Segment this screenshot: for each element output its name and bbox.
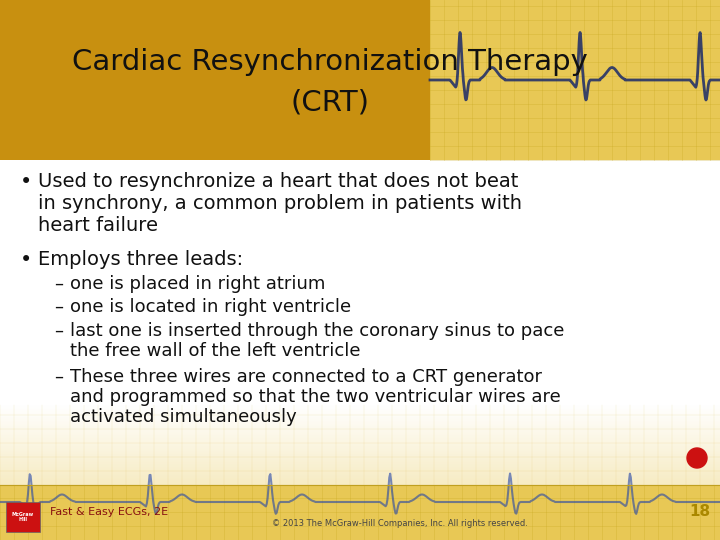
FancyBboxPatch shape: [0, 450, 720, 451]
FancyBboxPatch shape: [0, 448, 720, 449]
FancyBboxPatch shape: [0, 462, 720, 463]
FancyBboxPatch shape: [427, 0, 428, 160]
FancyBboxPatch shape: [0, 476, 720, 477]
FancyBboxPatch shape: [0, 481, 720, 482]
FancyBboxPatch shape: [0, 470, 720, 471]
FancyBboxPatch shape: [0, 480, 720, 481]
FancyBboxPatch shape: [0, 453, 720, 454]
FancyBboxPatch shape: [423, 0, 425, 160]
FancyBboxPatch shape: [415, 0, 416, 160]
FancyBboxPatch shape: [0, 446, 720, 447]
FancyBboxPatch shape: [0, 444, 720, 445]
FancyBboxPatch shape: [0, 426, 720, 427]
FancyBboxPatch shape: [400, 0, 402, 160]
FancyBboxPatch shape: [0, 433, 720, 434]
FancyBboxPatch shape: [0, 468, 720, 469]
FancyBboxPatch shape: [422, 0, 423, 160]
FancyBboxPatch shape: [0, 428, 720, 429]
FancyBboxPatch shape: [420, 0, 421, 160]
FancyBboxPatch shape: [0, 436, 720, 437]
FancyBboxPatch shape: [411, 0, 412, 160]
FancyBboxPatch shape: [0, 438, 720, 439]
FancyBboxPatch shape: [420, 0, 421, 160]
FancyBboxPatch shape: [0, 484, 720, 485]
Text: These three wires are connected to a CRT generator: These three wires are connected to a CRT…: [70, 368, 542, 386]
FancyBboxPatch shape: [410, 0, 412, 160]
FancyBboxPatch shape: [418, 0, 419, 160]
FancyBboxPatch shape: [0, 449, 720, 450]
Text: •: •: [20, 172, 32, 192]
FancyBboxPatch shape: [400, 0, 401, 160]
FancyBboxPatch shape: [0, 463, 720, 464]
FancyBboxPatch shape: [401, 0, 402, 160]
FancyBboxPatch shape: [0, 451, 720, 452]
FancyBboxPatch shape: [416, 0, 418, 160]
Text: © 2013 The McGraw-Hill Companies, Inc. All rights reserved.: © 2013 The McGraw-Hill Companies, Inc. A…: [272, 519, 528, 529]
Text: heart failure: heart failure: [38, 216, 158, 235]
FancyBboxPatch shape: [0, 443, 720, 444]
FancyBboxPatch shape: [0, 464, 720, 465]
Text: Fast & Easy ECGs, 2E: Fast & Easy ECGs, 2E: [50, 507, 168, 517]
FancyBboxPatch shape: [0, 445, 720, 446]
Text: in synchrony, a common problem in patients with: in synchrony, a common problem in patien…: [38, 194, 522, 213]
FancyBboxPatch shape: [0, 441, 720, 442]
FancyBboxPatch shape: [415, 0, 416, 160]
FancyBboxPatch shape: [0, 473, 720, 474]
FancyBboxPatch shape: [0, 442, 720, 443]
Text: 18: 18: [690, 504, 711, 519]
FancyBboxPatch shape: [0, 424, 720, 425]
Circle shape: [687, 448, 707, 468]
Text: Used to resynchronize a heart that does not beat: Used to resynchronize a heart that does …: [38, 172, 518, 191]
FancyBboxPatch shape: [0, 439, 720, 440]
FancyBboxPatch shape: [426, 0, 427, 160]
FancyBboxPatch shape: [0, 485, 720, 540]
Text: (CRT): (CRT): [290, 88, 369, 116]
Text: Employs three leads:: Employs three leads:: [38, 250, 243, 269]
FancyBboxPatch shape: [0, 466, 720, 467]
FancyBboxPatch shape: [407, 0, 408, 160]
FancyBboxPatch shape: [413, 0, 414, 160]
FancyBboxPatch shape: [409, 0, 410, 160]
FancyBboxPatch shape: [408, 0, 409, 160]
FancyBboxPatch shape: [424, 0, 425, 160]
FancyBboxPatch shape: [0, 455, 720, 456]
FancyBboxPatch shape: [6, 502, 40, 532]
Text: –: –: [54, 368, 63, 386]
FancyBboxPatch shape: [0, 447, 720, 448]
FancyBboxPatch shape: [0, 469, 720, 470]
Text: activated simultaneously: activated simultaneously: [70, 408, 297, 426]
FancyBboxPatch shape: [404, 0, 405, 160]
Text: the free wall of the left ventricle: the free wall of the left ventricle: [70, 342, 361, 360]
FancyBboxPatch shape: [0, 437, 720, 438]
FancyBboxPatch shape: [412, 0, 413, 160]
FancyBboxPatch shape: [421, 0, 423, 160]
FancyBboxPatch shape: [0, 458, 720, 459]
FancyBboxPatch shape: [0, 422, 720, 423]
FancyBboxPatch shape: [0, 429, 720, 430]
FancyBboxPatch shape: [428, 0, 429, 160]
FancyBboxPatch shape: [405, 0, 407, 160]
FancyBboxPatch shape: [421, 0, 422, 160]
FancyBboxPatch shape: [0, 475, 720, 476]
FancyBboxPatch shape: [0, 456, 720, 457]
FancyBboxPatch shape: [0, 479, 720, 480]
Text: one is placed in right atrium: one is placed in right atrium: [70, 275, 325, 293]
FancyBboxPatch shape: [0, 467, 720, 468]
FancyBboxPatch shape: [0, 432, 720, 433]
FancyBboxPatch shape: [0, 482, 720, 483]
FancyBboxPatch shape: [430, 0, 720, 160]
FancyBboxPatch shape: [423, 0, 424, 160]
FancyBboxPatch shape: [425, 0, 426, 160]
FancyBboxPatch shape: [414, 0, 415, 160]
FancyBboxPatch shape: [0, 440, 720, 441]
FancyBboxPatch shape: [402, 0, 403, 160]
FancyBboxPatch shape: [405, 0, 406, 160]
FancyBboxPatch shape: [0, 452, 720, 453]
FancyBboxPatch shape: [0, 0, 430, 160]
FancyBboxPatch shape: [0, 477, 720, 478]
FancyBboxPatch shape: [0, 416, 720, 417]
FancyBboxPatch shape: [0, 435, 720, 436]
FancyBboxPatch shape: [0, 418, 720, 419]
Text: –: –: [54, 322, 63, 340]
